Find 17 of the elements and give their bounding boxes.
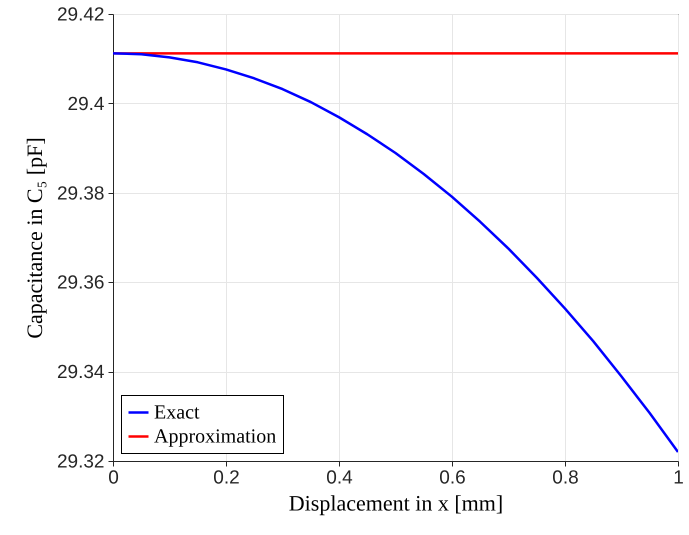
y-tick-label: 29.38 — [56, 183, 104, 204]
x-tick-label: 0.8 — [552, 468, 579, 488]
line-series — [113, 52, 678, 454]
y-axis-title: Capacitance in C₅ [pF] — [22, 137, 47, 339]
x-tick-label: 0.4 — [326, 468, 354, 488]
legend-label: Exact — [154, 402, 200, 424]
legend-label: Approximation — [154, 426, 276, 448]
x-tick-label: 1 — [673, 468, 684, 488]
x-tick-label: 0.6 — [439, 468, 466, 488]
y-tick-label: 29.42 — [56, 4, 104, 26]
y-tick-label: 29.4 — [68, 94, 105, 115]
x-tick-label: 0.2 — [213, 468, 240, 488]
y-tick-label: 29.32 — [56, 452, 104, 472]
x-axis-title: Displacement in x [mm] — [288, 490, 504, 516]
y-tick-label: 29.36 — [56, 272, 104, 294]
y-tick-label: 29.34 — [56, 362, 105, 384]
x-tick-label: 0 — [108, 468, 119, 488]
